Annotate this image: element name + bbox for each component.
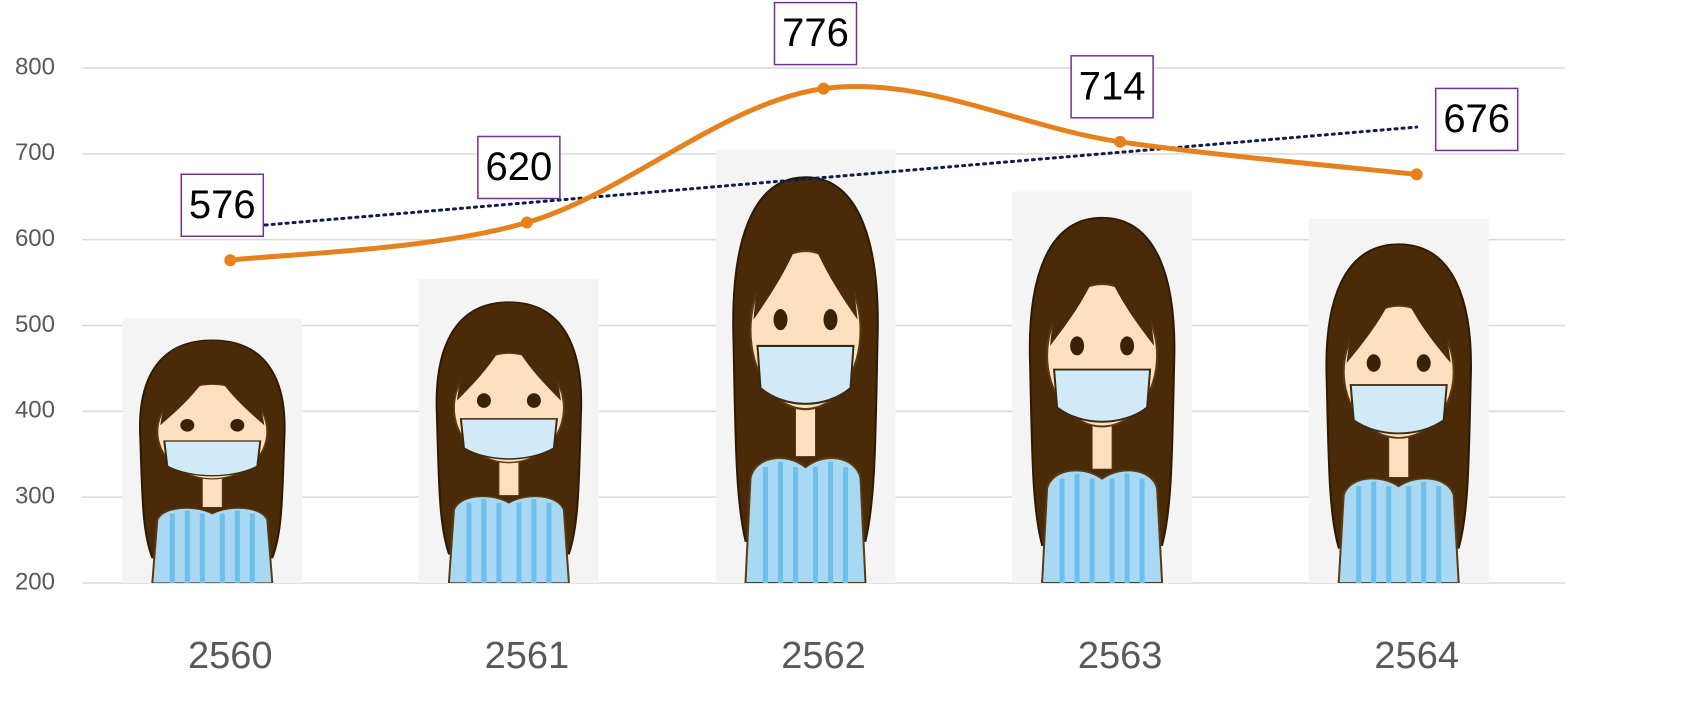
x-tick-label: 2563 [1078, 635, 1163, 677]
point [224, 254, 237, 267]
labels: 576 620 776 714 676 [180, 1, 1519, 238]
bar-figure [437, 302, 582, 583]
pictograph-bar [715, 149, 896, 583]
data-label-box [1434, 87, 1519, 152]
bar-figure [733, 177, 878, 583]
x-tick-label: 2562 [781, 635, 866, 677]
pictograph-bar [418, 279, 599, 583]
y-tick-label: 400 [15, 397, 55, 424]
data-label: 776 [782, 11, 849, 55]
data-label-box [1070, 55, 1154, 119]
y-tick-label: 700 [15, 139, 55, 166]
data-label-box [773, 1, 858, 66]
trendline [228, 125, 1419, 230]
bar-figure [1326, 244, 1471, 583]
y-tick-label: 800 [15, 53, 55, 80]
y-tick-label: 300 [15, 483, 55, 510]
y-tick-label: 500 [15, 311, 55, 338]
bar-figure [1030, 218, 1175, 583]
data-label-box [477, 135, 561, 200]
pictograph-bar [122, 318, 303, 583]
lines [224, 82, 1423, 267]
point [817, 82, 830, 95]
x-tick-label: 2560 [188, 635, 273, 677]
data-label: 714 [1079, 64, 1146, 108]
x-tick-label: 2564 [1374, 635, 1459, 677]
bars [122, 149, 1489, 583]
bar-figure [140, 340, 285, 583]
data-label-box [180, 173, 265, 238]
data-label: 620 [486, 145, 553, 189]
data-label: 676 [1443, 97, 1510, 141]
y-tick-label: 200 [15, 568, 55, 595]
point [520, 216, 533, 229]
y-tick-label: 600 [15, 225, 55, 252]
x-tick-label: 2561 [485, 635, 570, 677]
point [1114, 135, 1127, 148]
pictograph-bar [1012, 191, 1193, 583]
pictograph-bar [1308, 219, 1489, 583]
point [1410, 168, 1423, 181]
data-label: 576 [189, 183, 256, 227]
